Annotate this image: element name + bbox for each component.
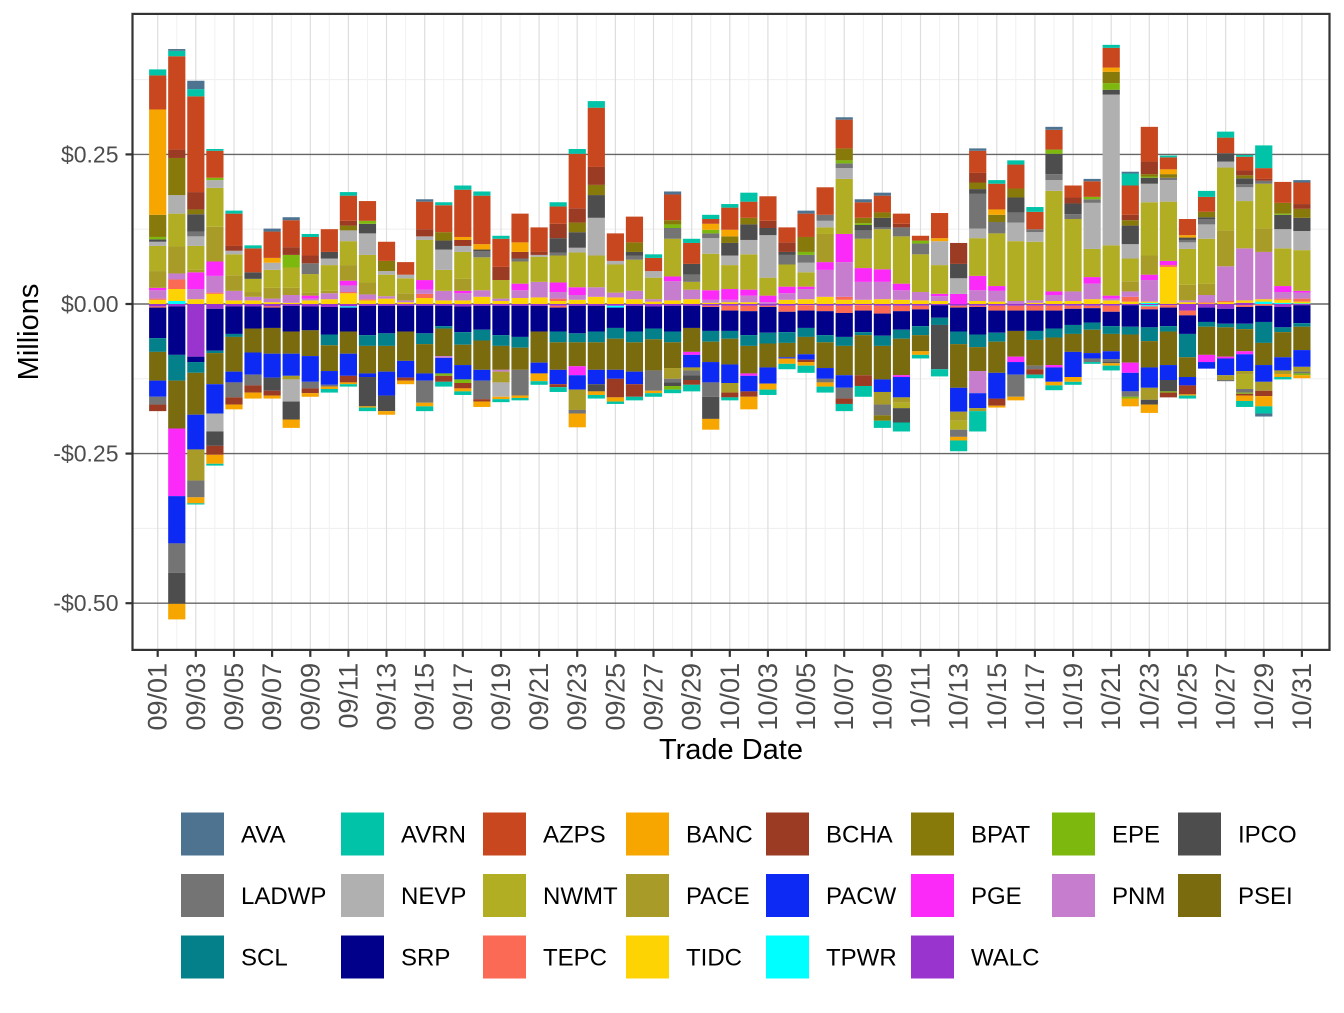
svg-text:10/05: 10/05 (791, 663, 821, 731)
svg-text:Millions: Millions (13, 284, 45, 381)
svg-text:10/29: 10/29 (1249, 663, 1279, 731)
svg-text:AVA: AVA (241, 822, 285, 849)
svg-text:09/15: 09/15 (410, 663, 440, 731)
svg-text:09/05: 09/05 (219, 663, 249, 731)
svg-text:BANC: BANC (686, 822, 753, 849)
svg-text:EPE: EPE (1112, 822, 1160, 849)
svg-text:TEPC: TEPC (543, 945, 607, 972)
svg-text:09/21: 09/21 (524, 663, 554, 731)
svg-text:10/11: 10/11 (906, 663, 936, 729)
svg-text:TIDC: TIDC (686, 945, 742, 972)
svg-text:SRP: SRP (401, 945, 450, 972)
svg-text:09/17: 09/17 (448, 663, 478, 731)
svg-text:IPCO: IPCO (1238, 822, 1297, 849)
svg-text:PACE: PACE (686, 883, 750, 910)
svg-text:BCHA: BCHA (826, 822, 893, 849)
svg-text:TPWR: TPWR (826, 945, 897, 972)
svg-text:PGE: PGE (971, 883, 1022, 910)
svg-text:10/21: 10/21 (1096, 663, 1126, 731)
svg-text:10/15: 10/15 (982, 663, 1012, 731)
svg-text:09/23: 09/23 (562, 663, 592, 731)
svg-text:AVRN: AVRN (401, 822, 466, 849)
svg-text:09/25: 09/25 (600, 663, 630, 731)
svg-text:10/01: 10/01 (715, 663, 745, 731)
svg-text:10/25: 10/25 (1173, 663, 1203, 731)
svg-text:10/19: 10/19 (1058, 663, 1088, 731)
svg-text:10/27: 10/27 (1211, 663, 1241, 731)
svg-text:$0.00: $0.00 (61, 291, 119, 317)
svg-text:09/29: 09/29 (677, 663, 707, 731)
svg-text:PNM: PNM (1112, 883, 1165, 910)
svg-text:10/17: 10/17 (1020, 663, 1050, 731)
svg-text:PACW: PACW (826, 883, 897, 910)
svg-text:-$0.50: -$0.50 (53, 590, 118, 616)
svg-text:10/03: 10/03 (753, 663, 783, 731)
svg-text:09/19: 09/19 (486, 663, 516, 731)
svg-text:BPAT: BPAT (971, 822, 1030, 849)
svg-text:10/13: 10/13 (944, 663, 974, 731)
svg-text:10/09: 10/09 (867, 663, 897, 731)
svg-text:LADWP: LADWP (241, 883, 326, 910)
svg-text:09/11: 09/11 (333, 663, 363, 729)
svg-text:09/01: 09/01 (143, 663, 173, 731)
svg-text:09/03: 09/03 (181, 663, 211, 731)
svg-text:10/07: 10/07 (829, 663, 859, 731)
svg-text:WALC: WALC (971, 945, 1039, 972)
svg-text:$0.25: $0.25 (61, 141, 119, 167)
svg-text:Trade Date: Trade Date (659, 734, 803, 766)
svg-text:09/09: 09/09 (295, 663, 325, 731)
svg-text:NEVP: NEVP (401, 883, 466, 910)
svg-text:-$0.25: -$0.25 (53, 441, 118, 467)
svg-text:10/31: 10/31 (1287, 663, 1317, 731)
svg-text:09/13: 09/13 (372, 663, 402, 731)
svg-text:AZPS: AZPS (543, 822, 606, 849)
svg-text:SCL: SCL (241, 945, 288, 972)
svg-text:PSEI: PSEI (1238, 883, 1293, 910)
svg-text:10/23: 10/23 (1134, 663, 1164, 731)
svg-text:09/27: 09/27 (639, 663, 669, 731)
svg-text:09/07: 09/07 (257, 663, 287, 731)
svg-text:NWMT: NWMT (543, 883, 618, 910)
